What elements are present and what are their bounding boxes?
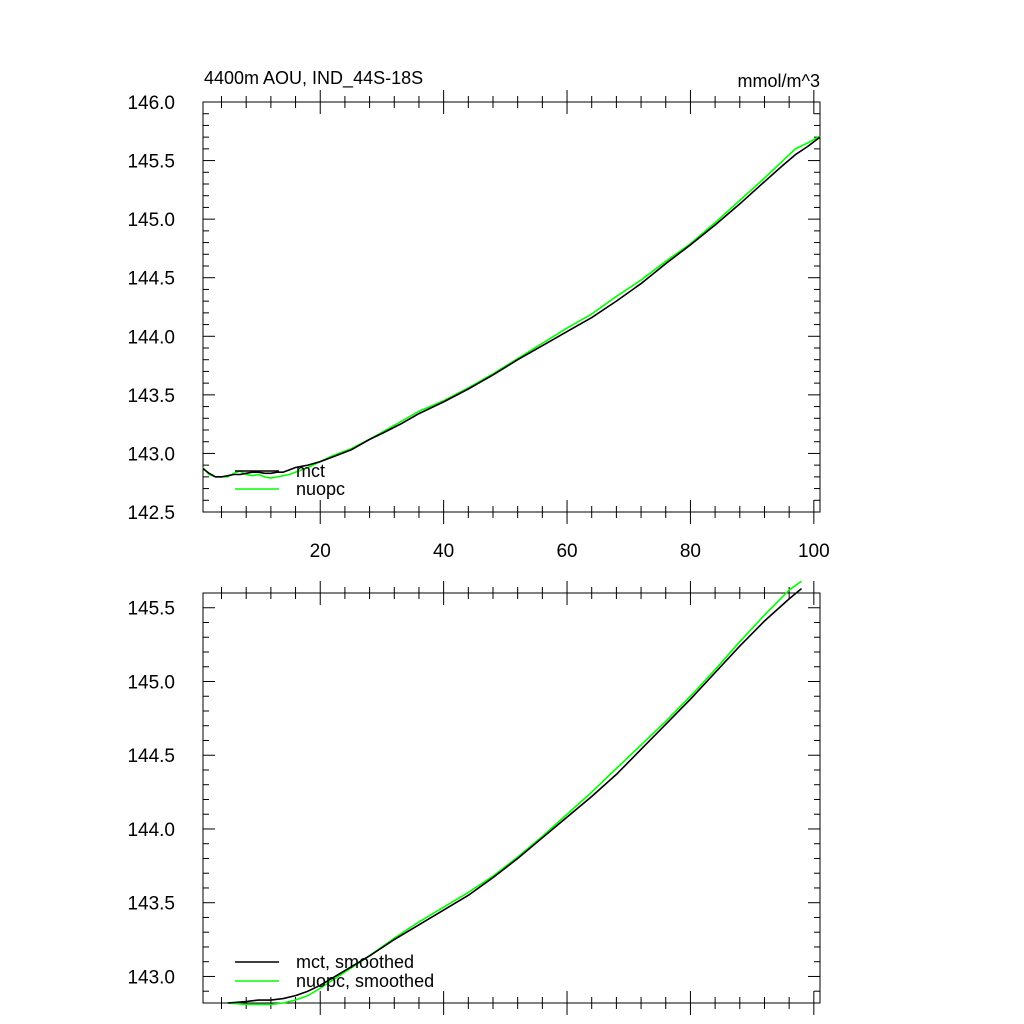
y-tick-label: 145.5: [127, 152, 175, 173]
y-tick-label: 144.0: [127, 820, 175, 841]
plot-frame: [202, 592, 821, 1004]
y-tick-label: 145.5: [127, 599, 175, 620]
plot-frame: [202, 101, 821, 513]
y-tick-label: 146.0: [127, 93, 175, 114]
y-tick-label: 144.0: [127, 327, 175, 348]
x-tick-label: 60: [556, 541, 577, 562]
bottom-chart-panel: 143.0 143.5 144.0 144.5 145.0 145.5 mct, smoot…: [127, 580, 821, 1015]
top-chart-panel: 20 40 60 80 100 142.5 143.0 143.5 144.0 144.5 145.…: [127, 90, 830, 562]
x-tick-label: 80: [680, 541, 701, 562]
y-tick-label: 143.0: [127, 967, 175, 988]
series-line-mct: [202, 136, 821, 478]
legend-label: mct, smoothed: [296, 952, 414, 972]
legend-label: mct: [296, 461, 325, 481]
x-tick-label: 40: [433, 541, 454, 562]
y-tick-label: 143.5: [127, 386, 175, 407]
series-line-mct-smoothed: [227, 587, 803, 1004]
y-tick-label: 143.5: [127, 894, 175, 915]
x-tick-label: 20: [310, 541, 331, 562]
units-label: mmol/m^3: [738, 71, 820, 91]
series-line-nuopc: [202, 135, 821, 479]
x-tick-label: 100: [798, 541, 830, 562]
y-tick-label: 143.0: [127, 444, 175, 465]
y-tick-label: 145.0: [127, 210, 175, 231]
legend-label: nuopc, smoothed: [296, 971, 434, 991]
y-tick-label: 145.0: [127, 672, 175, 693]
y-tick-label: 142.5: [127, 503, 175, 524]
series-line-nuopc-smoothed: [227, 580, 802, 1006]
y-tick-label: 144.5: [127, 746, 175, 767]
y-tick-label: 144.5: [127, 269, 175, 290]
chart-title: 4400m AOU, IND_44S-18S: [204, 68, 423, 89]
legend-label: nuopc: [296, 479, 345, 499]
